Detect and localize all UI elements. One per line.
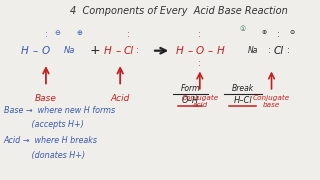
Text: ⊖: ⊖ [290,30,295,35]
Text: :: : [44,30,47,39]
Text: :: : [136,46,139,55]
Text: (donates H+): (donates H+) [4,151,85,160]
Text: :: : [277,30,280,39]
Text: Break: Break [232,84,254,93]
Text: :: : [198,30,201,39]
Text: H: H [21,46,28,56]
Text: Base →  where new H forms: Base → where new H forms [4,106,115,115]
Text: :: : [268,46,271,55]
Text: O: O [196,46,204,56]
Text: H–Cl: H–Cl [234,96,252,105]
Text: (accepts H+): (accepts H+) [4,120,84,129]
Text: :: : [287,46,290,55]
Text: –: – [208,46,213,56]
Text: Acid →  where H breaks: Acid → where H breaks [4,136,98,145]
Text: H: H [217,46,224,56]
Text: :: : [127,30,130,39]
Text: –: – [32,46,38,56]
Text: +: + [89,44,100,57]
Text: O: O [42,46,50,56]
Text: Na: Na [63,46,75,55]
Text: –: – [115,46,121,56]
Text: Acid: Acid [110,94,130,103]
Text: H: H [175,46,183,56]
Text: Na: Na [248,46,259,55]
Text: 4  Components of Every  Acid Base Reaction: 4 Components of Every Acid Base Reaction [70,6,288,16]
Text: H: H [104,46,111,56]
Text: ⊕: ⊕ [76,30,82,36]
Text: Form: Form [180,84,200,93]
Text: ⊕: ⊕ [261,30,267,35]
Text: :: : [198,59,201,68]
Text: –: – [187,46,192,56]
Text: Cl: Cl [123,46,133,56]
Text: O–H: O–H [182,96,199,105]
Text: Base: Base [35,94,57,103]
Text: Cl: Cl [274,46,284,56]
Text: ⊖: ⊖ [54,30,60,36]
Text: Conjugate
base: Conjugate base [253,95,290,109]
Text: ①: ① [240,26,246,32]
Text: Conjugate
acid: Conjugate acid [181,95,219,109]
